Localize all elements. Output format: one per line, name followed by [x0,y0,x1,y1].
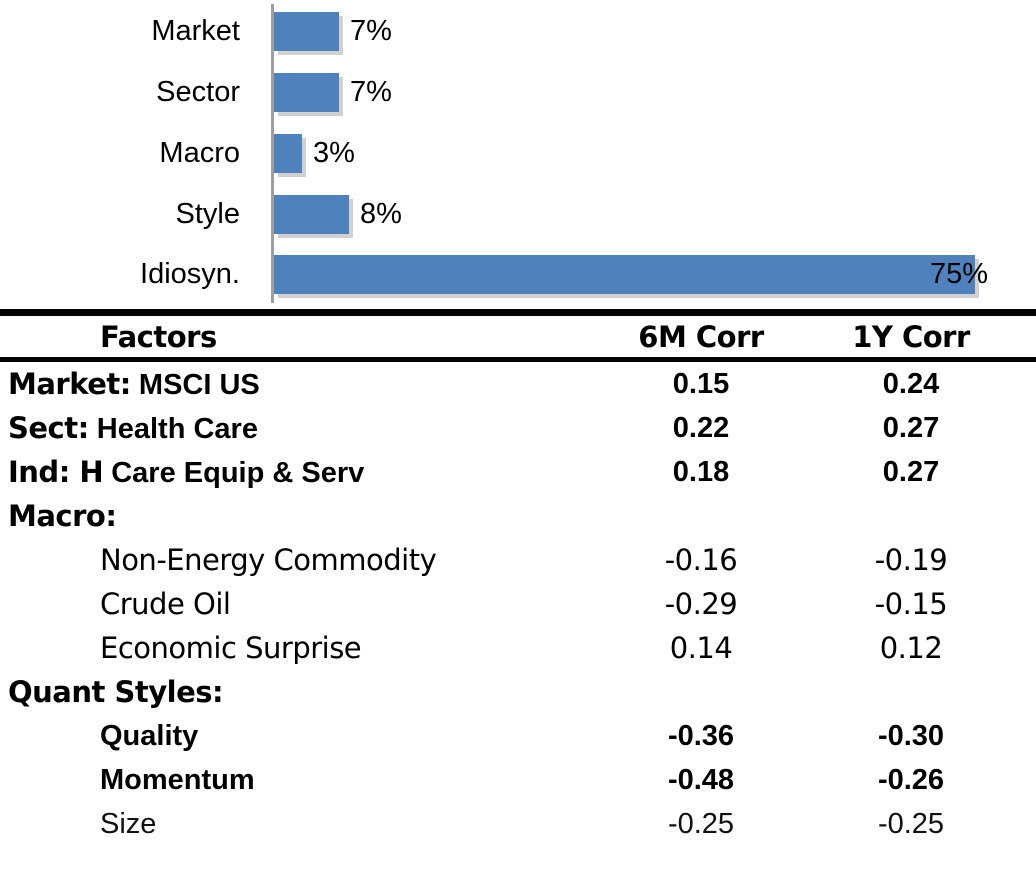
table-row-ind-h-care-equip-serv: Ind: H Care Equip & Serv 0.18 0.27 [0,450,1036,494]
chart-row-market: Market 7% [0,1,1036,62]
factor-prefix: Sect: [8,410,89,445]
corr-1y-value: 0.12 [879,631,943,665]
table-row-macro-group: Macro: [0,494,1036,538]
column-header-6m-corr: 6M Corr [638,319,764,354]
risk-contribution-bar-chart: Market 7% Sector 7% Macro 3% Style 8% Id… [0,0,1036,306]
corr-6m-value: 0.14 [669,631,733,665]
factor-prefix: Ind: H [8,454,104,489]
bar-value-label: 7% [350,76,392,108]
bar-value-label: 7% [350,15,392,47]
corr-6m-value: -0.16 [664,543,738,577]
factor-prefix: Market: [8,366,131,401]
corr-6m-value: 0.18 [672,455,730,488]
bar-sector [274,73,339,112]
table-row-sect-health-care: Sect: Health Care 0.22 0.27 [0,406,1036,450]
factor-name: Crude Oil [100,587,231,621]
corr-1y-value: 0.27 [882,455,940,488]
bar-value-label: 75% [930,258,989,290]
corr-6m-value: 0.15 [672,367,730,400]
corr-1y-value: -0.15 [874,587,948,621]
corr-1y-value: -0.25 [877,807,945,840]
category-label: Market [151,15,240,47]
table-row-size: Size -0.25 -0.25 [0,802,1036,846]
table-row-quality: Quality -0.36 -0.30 [0,714,1036,758]
factor-name: Quality [100,719,199,752]
category-label: Macro [159,137,240,169]
table-row-crude-oil: Crude Oil -0.29 -0.15 [0,582,1036,626]
bar-style [274,195,349,234]
factor-name: Momentum [100,763,255,796]
bar-value-label: 3% [313,137,355,169]
chart-row-style: Style 8% [0,184,1036,245]
factor-prefix: Quant Styles: [8,674,224,709]
column-header-1y-corr: 1Y Corr [852,319,970,354]
table-row-non-energy-commodity: Non-Energy Commodity -0.16 -0.19 [0,538,1036,582]
factor-prefix: Macro: [8,498,117,533]
table-row-market-msci-us: Market: MSCI US 0.15 0.24 [0,362,1036,406]
bar-macro [274,134,302,173]
table-header-row: Factors 6M Corr 1Y Corr [0,309,1036,362]
chart-vertical-axis-line [271,4,274,303]
corr-1y-value: -0.19 [874,543,948,577]
corr-1y-value: 0.27 [882,411,940,444]
corr-1y-value: 0.24 [882,367,940,400]
factor-name: Economic Surprise [100,631,362,665]
corr-6m-value: -0.48 [667,763,735,796]
bar-market [274,12,339,51]
category-label: Style [175,198,240,230]
corr-6m-value: 0.22 [672,411,730,444]
factor-name: Care Equip & Serv [103,456,365,489]
factor-name: Health Care [88,412,258,445]
corr-1y-value: -0.30 [877,719,945,752]
bar-idiosyncratic [274,255,975,294]
factor-correlation-table: Factors 6M Corr 1Y Corr Market: MSCI US … [0,309,1036,870]
factor-name: Non-Energy Commodity [100,543,437,577]
corr-6m-value: -0.36 [667,719,735,752]
category-label: Idiosyn. [140,258,240,290]
bar-value-label: 8% [360,198,402,230]
column-header-factors: Factors [100,319,217,354]
chart-row-macro: Macro 3% [0,123,1036,184]
corr-1y-value: -0.26 [877,763,945,796]
corr-6m-value: -0.25 [667,807,735,840]
corr-6m-value: -0.29 [664,587,738,621]
factor-name: MSCI US [130,368,260,401]
chart-row-idiosyncratic: Idiosyn. 75% [0,245,1036,304]
table-row-momentum: Momentum -0.48 -0.26 [0,758,1036,802]
factor-name: Size [100,807,157,840]
table-body: Market: MSCI US 0.15 0.24 Sect: Health C… [0,362,1036,846]
table-row-quant-styles-group: Quant Styles: [0,670,1036,714]
chart-row-sector: Sector 7% [0,62,1036,123]
category-label: Sector [156,76,240,108]
table-row-economic-surprise: Economic Surprise 0.14 0.12 [0,626,1036,670]
